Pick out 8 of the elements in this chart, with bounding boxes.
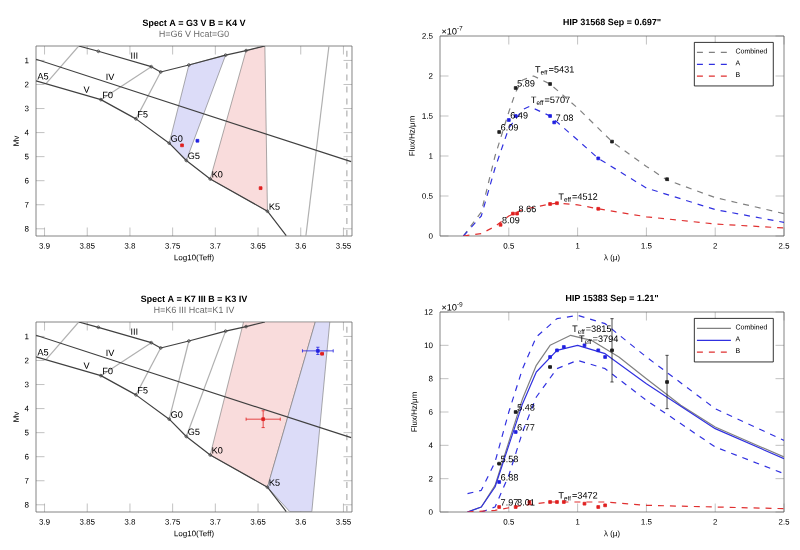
line-series — [36, 80, 287, 236]
line-series — [462, 202, 785, 236]
line-series — [78, 322, 266, 350]
line-series — [36, 356, 287, 512]
line-series — [78, 46, 266, 74]
line-series — [466, 314, 784, 495]
line-series — [462, 75, 785, 236]
line-series — [462, 105, 785, 236]
